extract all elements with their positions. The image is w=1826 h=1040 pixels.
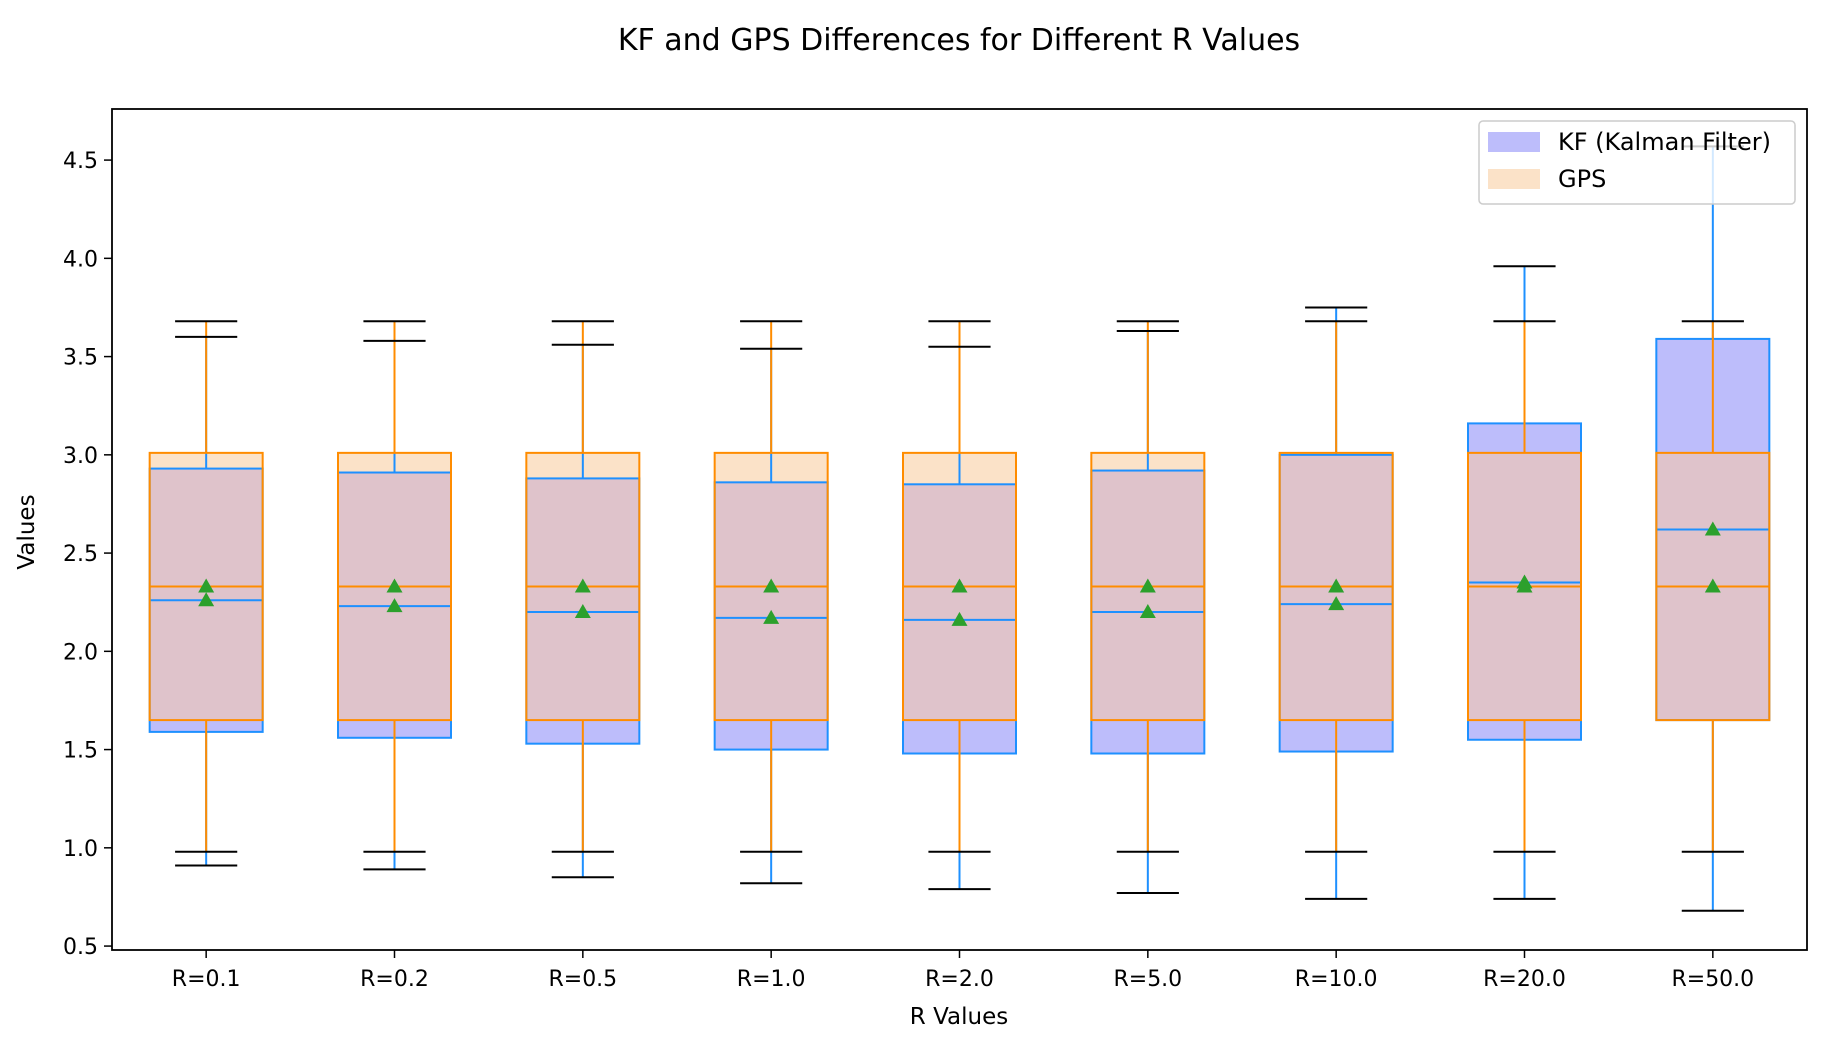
overlap-box-fill [903,484,1016,721]
y-tick-label: 3.5 [63,346,98,371]
x-tick-label: R=0.2 [360,967,429,992]
overlap-box-fill [526,478,640,721]
y-tick-label: 1.5 [63,739,98,764]
kf-mean-marker [574,604,591,619]
y-tick-label: 0.5 [63,935,98,960]
box-group-R=0.1 [148,320,264,867]
kf-mean-marker [386,598,403,613]
gps-mean-marker [386,578,403,593]
box-group-R=1.0 [713,320,829,885]
legend: KF (Kalman Filter) GPS [1478,120,1796,205]
kf-mean-marker [1139,604,1156,619]
overlap-box-fill [1091,470,1205,721]
legend-box [1478,120,1796,205]
kf-mean-marker [1516,574,1533,589]
gps-mean-marker [198,578,215,593]
legend-swatch [1488,169,1540,189]
box-group-R=2.0 [902,320,1017,891]
kf-mean-marker [1704,521,1721,536]
kf-mean-marker [951,611,968,626]
box-group-R=0.5 [525,320,641,879]
kf-mean-marker [1328,596,1345,611]
x-axis-label: R Values [910,1004,1008,1030]
kf-mean-marker [763,609,780,624]
box-group-R=0.2 [337,320,452,871]
y-axis-label: Values [14,494,40,569]
gps-mean-marker [1704,578,1721,593]
legend-label: GPS [1558,165,1606,193]
box-group-R=20.0 [1467,265,1582,900]
gps-mean-marker [1139,578,1156,593]
x-tick-label: R=10.0 [1295,967,1378,992]
legend-label: KF (Kalman Filter) [1558,128,1771,156]
y-tick-label: 3.0 [63,444,98,469]
x-tick-label: R=1.0 [737,967,806,992]
gps-mean-marker [574,578,591,593]
x-tick-label: R=5.0 [1113,967,1182,992]
y-tick-label: 2.5 [63,542,98,567]
overlap-box-fill [714,482,828,721]
box-group-R=10.0 [1278,306,1394,900]
kf-mean-marker [198,592,215,607]
box-group-R=5.0 [1090,320,1206,895]
y-tick-label: 1.0 [63,837,98,862]
overlap-box-fill [338,472,451,721]
y-tick-label: 4.5 [63,149,98,174]
x-tick-label: R=0.5 [548,967,617,992]
x-tick-label: R=0.1 [172,967,241,992]
box-group-R=50.0 [1655,145,1771,912]
plot-area [148,145,1771,912]
gps-mean-marker [1328,578,1345,593]
legend-swatch [1488,132,1540,152]
gps-mean-marker [951,578,968,593]
x-tick-label: R=50.0 [1671,967,1754,992]
chart-title: KF and GPS Differences for Different R V… [618,23,1300,58]
gps-mean-marker [763,578,780,593]
axes: 0.5 1.0 1.5 2.0 2.5 3.0 3.5 4.0 4.5 R=0.1 R=0.2 R=0… [63,108,1808,992]
x-tick-label: R=2.0 [925,967,994,992]
y-tick-label: 4.0 [63,247,98,272]
x-tick-label: R=20.0 [1483,967,1566,992]
y-tick-label: 2.0 [63,640,98,665]
